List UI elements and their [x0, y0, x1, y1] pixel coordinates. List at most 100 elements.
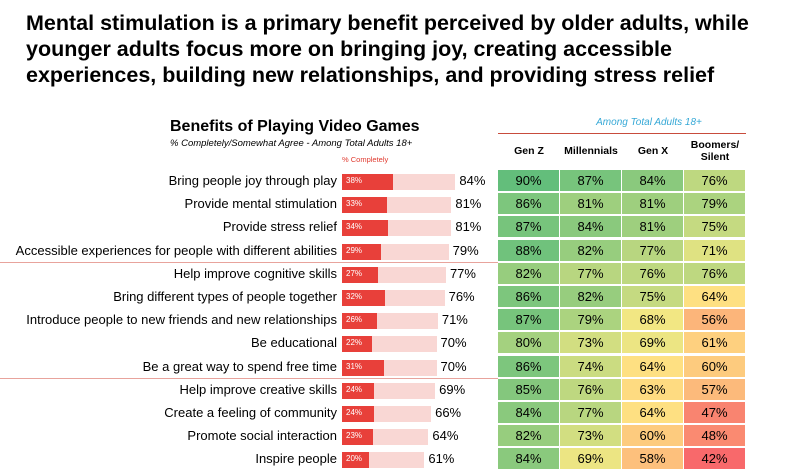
generation-header: Gen Z Millennials Gen X Boomers/ Silent [498, 133, 800, 167]
heatmap-cell: 64% [622, 402, 684, 424]
heatmap-cell: 82% [498, 262, 560, 285]
total-value-label: 81% [455, 196, 482, 212]
heatmap-cell: 71% [684, 239, 746, 262]
total-value-label: 77% [449, 265, 476, 281]
bar-legend-label: % Completely [342, 155, 389, 164]
completely-value-label: 24% [346, 384, 363, 394]
heatmap-cell: 77% [622, 239, 684, 262]
completely-bar [342, 174, 394, 190]
chart-row: Bring people joy through play 38% 84% 90% 87… [0, 170, 800, 193]
chart-subtitle: % Completely/Somewhat Agree - Among Tota… [170, 138, 413, 149]
completely-bar [342, 359, 384, 376]
col-header-gen-x: Gen X [622, 133, 684, 167]
row-label: Help improve cognitive skills [173, 265, 337, 281]
total-value-label: 69% [439, 381, 466, 397]
row-label: Introduce people to new friends and new … [26, 312, 337, 328]
heatmap-cell: 73% [560, 425, 622, 448]
chart-row: Provide mental stimulation 33% 81% 86% 81% 81… [0, 193, 800, 216]
heatmap-cell: 87% [498, 216, 560, 239]
chart-row: Help improve creative skills 24% 69% 85% 76%… [0, 378, 800, 402]
row-label: Promote social interaction [187, 428, 337, 444]
chart-row: Create a feeling of community 24% 66% 84% 77… [0, 402, 800, 425]
total-value-label: 70% [440, 358, 467, 374]
completely-value-label: 23% [346, 431, 363, 441]
heatmap-cell: 69% [560, 448, 622, 471]
heatmap-cell: 73% [560, 332, 622, 355]
heatmap-cell: 84% [560, 216, 622, 239]
group-label: Among Total Adults 18+ [596, 117, 702, 128]
completely-value-label: 20% [346, 454, 363, 464]
heatmap-cell: 76% [684, 262, 746, 285]
total-value-label: 64% [432, 428, 459, 444]
heatmap-cell: 84% [622, 170, 684, 192]
heatmap-cell: 74% [560, 355, 622, 378]
heatmap-cell: 82% [560, 239, 622, 262]
total-value-label: 76% [448, 289, 475, 304]
heatmap-cell: 88% [498, 239, 560, 262]
completely-bar [342, 243, 382, 260]
heatmap-cell: 64% [684, 286, 746, 308]
completely-bar [342, 336, 372, 353]
chart-row: Promote social interaction 23% 64% 82% 73% 60… [0, 425, 800, 448]
heatmap-cell: 57% [684, 378, 746, 401]
completely-value-label: 24% [346, 408, 363, 417]
total-value-label: 79% [452, 242, 479, 258]
total-value-label: 61% [428, 451, 455, 467]
heatmap-cell: 76% [684, 170, 746, 192]
heatmap-cell: 77% [560, 402, 622, 424]
row-label: Bring different types of people together [113, 289, 337, 304]
heatmap-cell: 61% [684, 332, 746, 355]
completely-value-label: 38% [346, 176, 363, 185]
total-value-label: 70% [440, 335, 467, 351]
heatmap-cell: 87% [498, 309, 560, 332]
completely-bar [342, 266, 379, 283]
completely-value-label: 31% [346, 361, 363, 371]
chart-row: Provide stress relief 34% 81% 87% 84% 81% 75% [0, 216, 800, 239]
total-value-label: 81% [455, 219, 482, 235]
heatmap-cell: 58% [622, 448, 684, 471]
completely-value-label: 29% [346, 245, 363, 255]
row-separator [0, 261, 498, 263]
heatmap-cell: 81% [622, 216, 684, 239]
chart-row: Introduce people to new friends and new … [0, 309, 800, 332]
heatmap-cell: 42% [684, 448, 746, 471]
heatmap-cell: 84% [498, 448, 560, 471]
total-value-label: 66% [435, 405, 462, 420]
chart-row: Help improve cognitive skills 27% 77% 82% 77… [0, 262, 800, 286]
heatmap-cell: 77% [560, 262, 622, 285]
row-label: Provide stress relief [222, 219, 337, 235]
heatmap-cell: 81% [622, 193, 684, 216]
heatmap-cell: 90% [498, 170, 560, 192]
row-label: Inspire people [255, 451, 337, 467]
completely-value-label: 33% [346, 199, 363, 209]
completely-bar [342, 452, 369, 469]
chart-title: Benefits of Playing Video Games [170, 118, 420, 135]
heatmap-cell: 82% [498, 425, 560, 448]
completely-bar [342, 406, 375, 422]
completely-value-label: 34% [346, 222, 363, 232]
heatmap-cell: 85% [498, 378, 560, 401]
row-separator [0, 377, 498, 379]
heatmap-cell: 86% [498, 355, 560, 378]
chart-row: Be educational 22% 70% 80% 73% 69% 61% [0, 332, 800, 355]
heatmap-cell: 86% [498, 286, 560, 308]
completely-value-label: 32% [346, 292, 363, 301]
heatmap-cell: 79% [560, 309, 622, 332]
chart-row: Be a great way to spend free time 31% 70% 8… [0, 355, 800, 379]
total-value-label: 84% [459, 173, 486, 188]
heatmap-cell: 60% [622, 425, 684, 448]
completely-value-label: 26% [346, 315, 363, 325]
heatmap-cell: 86% [498, 193, 560, 216]
completely-bar [342, 313, 378, 330]
row-label: Be a great way to spend free time [142, 358, 337, 374]
heatmap-cell: 48% [684, 425, 746, 448]
heatmap-cell: 63% [622, 378, 684, 401]
row-label: Create a feeling of community [164, 405, 337, 420]
completely-bar [342, 197, 387, 214]
completely-bar [342, 429, 374, 446]
heatmap-cell: 80% [498, 332, 560, 355]
completely-value-label: 22% [346, 338, 363, 348]
row-label: Accessible experiences for people with d… [15, 242, 337, 258]
heatmap-cell: 75% [622, 286, 684, 308]
heatmap-cell: 60% [684, 355, 746, 378]
